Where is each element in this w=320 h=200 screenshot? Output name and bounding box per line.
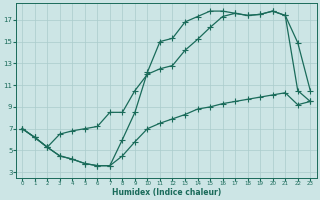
X-axis label: Humidex (Indice chaleur): Humidex (Indice chaleur) <box>112 188 221 197</box>
